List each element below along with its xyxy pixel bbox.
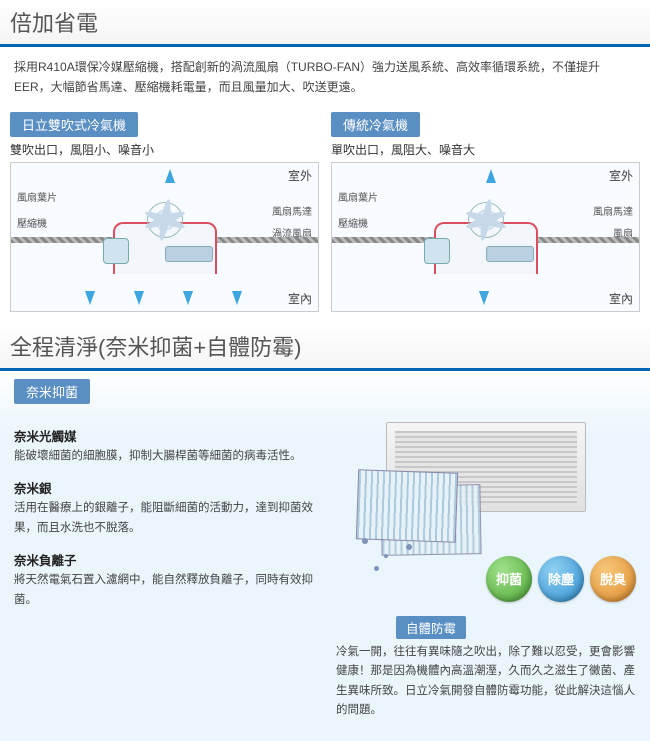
tag-self-mold: 自體防霉 — [396, 616, 466, 639]
fan-box-icon — [486, 246, 534, 262]
sub-traditional: 單吹出口，風阻大、噪音大 — [331, 141, 640, 158]
diagram-box-traditional: 室外 室內 風扇葉片 壓縮機 風扇馬達 風扇 — [331, 162, 640, 312]
label-outdoor: 室外 — [609, 167, 633, 184]
diagrams-row: 日立雙吹式冷氣機 雙吹出口，風阻小、噪音小 室外 室內 風扇葉片 壓縮機 風扇馬… — [0, 108, 650, 324]
label-blade: 風扇葉片 — [338, 189, 378, 204]
sub-hitachi: 雙吹出口，風阻小、噪音小 — [10, 141, 319, 158]
tag-traditional: 傳統冷氣機 — [331, 112, 420, 137]
filter-panel-icon — [356, 469, 458, 542]
illustration-col: 抑菌 除塵 脫臭 自體防霉 冷氣一開，往往有異味隨之吹出，除了難以忍受，更會影響… — [336, 414, 636, 721]
self-mold-desc: 冷氣一開，往往有異味隨之吹出，除了難以忍受，更會影響健康！那是因為機體內高溫潮溼… — [336, 643, 636, 721]
ac-unit-illustration — [386, 422, 586, 512]
bullets-col: 奈米光觸媒 能破壞細菌的細胞膜，抑制大腸桿菌等細菌的病毒活性。 奈米銀 活用在醫… — [14, 414, 322, 721]
tag-hitachi: 日立雙吹式冷氣機 — [10, 112, 138, 137]
compressor-icon — [103, 238, 129, 264]
badge-deodor: 脫臭 — [590, 556, 636, 602]
turbo-fan-icon — [165, 246, 213, 262]
fan-icon — [147, 202, 183, 238]
bullet-desc: 將天然電氣石置入濾網中，能自然釋放負離子，同時有效抑菌。 — [14, 571, 322, 610]
bullet-desc: 活用在醫療上的銀離子，能阻斷細菌的活動力，達到抑菌效果，而且水洗也不脫落。 — [14, 499, 322, 538]
badge-dust: 除塵 — [538, 556, 584, 602]
label-compressor: 壓縮機 — [17, 215, 47, 230]
label-blade: 風扇葉片 — [17, 189, 57, 204]
ac-schematic — [95, 204, 235, 274]
particle-dot-icon — [374, 566, 379, 571]
bullet-title: 奈米光觸媒 — [14, 426, 322, 445]
label-outdoor: 室外 — [288, 167, 312, 184]
particle-dot-icon — [406, 544, 412, 550]
label-motor: 風扇馬達 — [272, 203, 312, 218]
arrow-up-icon — [486, 169, 496, 183]
badge-antibac: 抑菌 — [486, 556, 532, 602]
diagram-hitachi: 日立雙吹式冷氣機 雙吹出口，風阻小、噪音小 室外 室內 風扇葉片 壓縮機 風扇馬… — [10, 112, 319, 312]
arrow-down-icon — [183, 291, 193, 305]
particle-dot-icon — [384, 554, 388, 558]
bullet-title: 奈米銀 — [14, 478, 322, 497]
section-title-power: 倍加省電 — [0, 0, 650, 47]
arrow-down-icon — [134, 291, 144, 305]
badges-row: 抑菌 除塵 脫臭 — [336, 556, 636, 602]
diagram-traditional: 傳統冷氣機 單吹出口，風阻大、噪音大 室外 室內 風扇葉片 壓縮機 風扇馬達 風… — [331, 112, 640, 312]
label-indoor: 室內 — [288, 290, 312, 307]
compressor-icon — [424, 238, 450, 264]
label-motor: 風扇馬達 — [593, 203, 633, 218]
bullet-title: 奈米負離子 — [14, 550, 322, 569]
label-indoor: 室內 — [609, 290, 633, 307]
label-compressor: 壓縮機 — [338, 215, 368, 230]
arrow-down-icon — [232, 291, 242, 305]
two-column: 奈米光觸媒 能破壞細菌的細胞膜，抑制大腸桿菌等細菌的病毒活性。 奈米銀 活用在醫… — [0, 408, 650, 727]
tag-nano: 奈米抑菌 — [14, 379, 90, 404]
section-title-clean: 全程清淨(奈米抑菌+自體防霉) — [0, 324, 650, 371]
arrow-down-icon — [85, 291, 95, 305]
ac-schematic — [416, 204, 556, 274]
particle-dot-icon — [362, 538, 368, 544]
fan-icon — [468, 202, 504, 238]
section-clean-body: 奈米抑菌 奈米光觸媒 能破壞細菌的細胞膜，抑制大腸桿菌等細菌的病毒活性。 奈米銀… — [0, 371, 650, 741]
bullet-desc: 能破壞細菌的細胞膜，抑制大腸桿菌等細菌的病毒活性。 — [14, 447, 322, 467]
arrow-up-icon — [165, 169, 175, 183]
diagram-box-hitachi: 室外 室內 風扇葉片 壓縮機 風扇馬達 渦流風扇 — [10, 162, 319, 312]
arrow-down-icon — [479, 291, 489, 305]
section-desc-power: 採用R410A環保冷媒壓縮機，搭配創新的渦流風扇（TURBO-FAN）強力送風系… — [0, 47, 650, 108]
